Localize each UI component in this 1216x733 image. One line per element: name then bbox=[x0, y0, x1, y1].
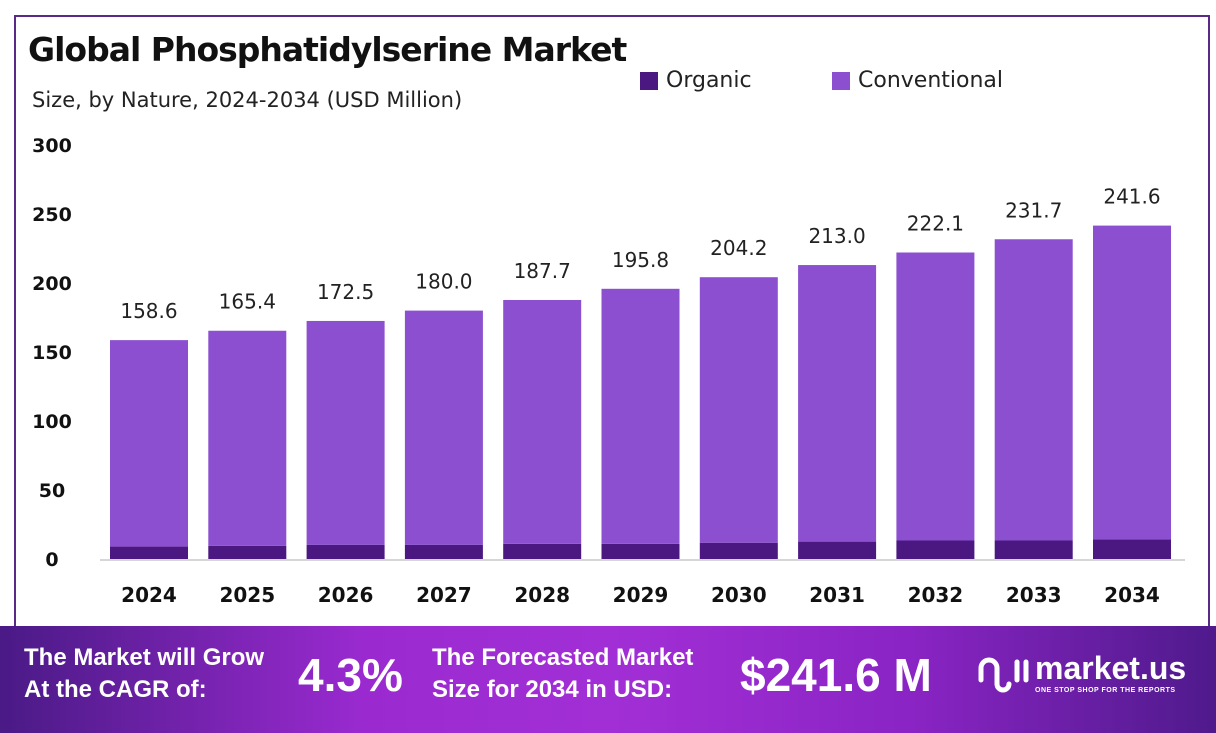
data-label-2024: 158.6 bbox=[120, 299, 177, 323]
bar-organic-2032 bbox=[896, 540, 975, 559]
x-tick-label: 2032 bbox=[908, 583, 964, 607]
x-tick-label: 2034 bbox=[1104, 583, 1160, 607]
bar-conventional-2028 bbox=[503, 299, 582, 544]
y-tick-label: 300 bbox=[32, 135, 72, 157]
forecast-value: $241.6 M bbox=[740, 649, 932, 701]
legend-swatch-conventional bbox=[832, 71, 850, 90]
cagr-label-line2: At the CAGR of: bbox=[24, 676, 207, 703]
data-label-2031: 213.0 bbox=[808, 224, 865, 248]
summary-banner: The Market will Grow At the CAGR of: 4.3… bbox=[0, 626, 1216, 733]
x-tick-label: 2031 bbox=[809, 583, 865, 607]
chart-frame bbox=[14, 15, 1210, 655]
y-tick-label: 50 bbox=[39, 480, 65, 502]
logo-tagline: ONE STOP SHOP FOR THE REPORTS bbox=[1035, 687, 1176, 694]
x-tick-label: 2027 bbox=[416, 583, 472, 607]
data-label-2028: 187.7 bbox=[514, 259, 571, 283]
data-label-2029: 195.8 bbox=[612, 248, 669, 272]
x-tick-label: 2030 bbox=[711, 583, 767, 607]
logo-name: market.us bbox=[1035, 650, 1187, 686]
x-tick-label: 2029 bbox=[613, 583, 669, 607]
bar-conventional-2024 bbox=[110, 340, 188, 547]
data-label-2033: 231.7 bbox=[1005, 198, 1062, 222]
bar-conventional-2027 bbox=[404, 310, 483, 545]
data-label-2025: 165.4 bbox=[219, 290, 276, 314]
bar-organic-2034 bbox=[1093, 539, 1171, 559]
bar-organic-2029 bbox=[601, 543, 680, 559]
bar-conventional-2029 bbox=[601, 288, 680, 544]
bar-conventional-2031 bbox=[798, 265, 877, 542]
bar-organic-2027 bbox=[404, 544, 483, 559]
cagr-label-line1: The Market will Grow bbox=[24, 644, 265, 671]
market-us-logo: market.us ONE STOP SHOP FOR THE REPORTS bbox=[975, 650, 1186, 694]
data-label-2034: 241.6 bbox=[1103, 185, 1160, 209]
bar-organic-2033 bbox=[994, 540, 1073, 559]
chart-subtitle: Size, by Nature, 2024-2034 (USD Million) bbox=[32, 88, 463, 112]
legend-label-conventional: Conventional bbox=[858, 68, 1003, 93]
bar-organic-2026 bbox=[306, 544, 385, 559]
bar-organic-2025 bbox=[208, 545, 287, 559]
bar-organic-2024 bbox=[110, 546, 188, 559]
x-tick-label: 2025 bbox=[219, 583, 275, 607]
bar-conventional-2033 bbox=[994, 239, 1073, 541]
cagr-value: 4.3% bbox=[298, 649, 403, 701]
legend-item-conventional: Conventional bbox=[832, 68, 1003, 93]
x-tick-label: 2024 bbox=[121, 583, 177, 607]
legend-label-organic: Organic bbox=[666, 68, 752, 93]
y-tick-label: 0 bbox=[45, 549, 58, 571]
bar-conventional-2025 bbox=[208, 330, 287, 546]
data-label-2030: 204.2 bbox=[710, 236, 767, 260]
forecast-label-line2: Size for 2034 in USD: bbox=[432, 676, 673, 703]
x-tick-label: 2033 bbox=[1006, 583, 1062, 607]
legend-swatch-organic bbox=[640, 71, 658, 90]
legend-item-organic: Organic bbox=[640, 68, 752, 93]
y-tick-label: 150 bbox=[32, 342, 72, 364]
bar-conventional-2032 bbox=[896, 252, 975, 541]
logo-icon bbox=[978, 657, 1029, 693]
bar-conventional-2030 bbox=[699, 277, 778, 543]
bar-conventional-2026 bbox=[306, 320, 385, 545]
data-label-2026: 172.5 bbox=[317, 280, 374, 304]
bar-conventional-2034 bbox=[1093, 225, 1171, 540]
y-tick-label: 250 bbox=[32, 204, 72, 226]
data-label-2032: 222.1 bbox=[907, 212, 964, 236]
y-tick-label: 200 bbox=[32, 273, 72, 295]
bar-organic-2028 bbox=[503, 543, 582, 559]
x-tick-label: 2026 bbox=[318, 583, 374, 607]
data-label-2027: 180.0 bbox=[415, 270, 472, 294]
chart-title: Global Phosphatidylserine Market bbox=[28, 30, 627, 69]
forecast-label-line1: The Forecasted Market bbox=[432, 644, 694, 671]
bar-chart: 0 50 100 150 200 250 300 158.6 2024 165.4 2025 172.… bbox=[32, 135, 1185, 607]
y-tick-label: 100 bbox=[32, 411, 72, 433]
bar-organic-2031 bbox=[798, 541, 877, 559]
bar-organic-2030 bbox=[699, 542, 778, 559]
x-tick-label: 2028 bbox=[514, 583, 570, 607]
